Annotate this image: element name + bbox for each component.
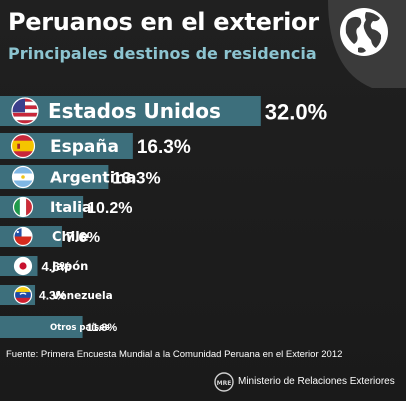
category-label: Italia [50,200,92,216]
flag-argentina-icon [11,165,35,189]
category-label: España [50,137,119,157]
page-subtitle: Principales destinos de residencia [8,44,317,63]
value-label: 4.6% [41,259,71,274]
flag-japan-icon [13,256,33,276]
flag-chile-icon [13,226,33,247]
ministry-logo: MRE [214,372,234,392]
bar-8 [0,316,83,338]
value-label: 4.3% [39,289,67,303]
bar-1 [0,96,261,126]
flag-spain-icon [10,133,36,159]
bar-chart: Estados Unidos 32.0%España 16.3%Argentina1… [0,96,327,338]
value-label: 13.3% [112,168,160,187]
value-label: 10.2% [87,200,132,217]
logo-text: MRE [217,380,232,387]
flag-venezuela-icon [13,285,33,305]
flag-italy-icon [12,196,34,218]
page-title: Peruanos en el exterior [8,8,319,36]
value-label: 7.6% [66,229,100,246]
category-label: Venezuela [52,290,113,302]
category-label: Japón [51,259,88,273]
value-label: 32.0% [265,99,327,124]
source-note: Fuente: Primera Encuesta Mundial a la Co… [6,349,343,360]
value-label: 16.3% [137,137,191,158]
globe-icon [340,8,388,56]
category-label: Otros países [50,323,110,333]
category-label: Argentina [50,169,137,187]
ministry-name: Ministerio de Relaciones Exteriores [238,376,395,387]
category-label: Estados Unidos [48,99,221,123]
flag-usa-icon [11,97,39,125]
category-label: Chile [52,230,89,245]
value-label: 11.8% [87,322,118,334]
